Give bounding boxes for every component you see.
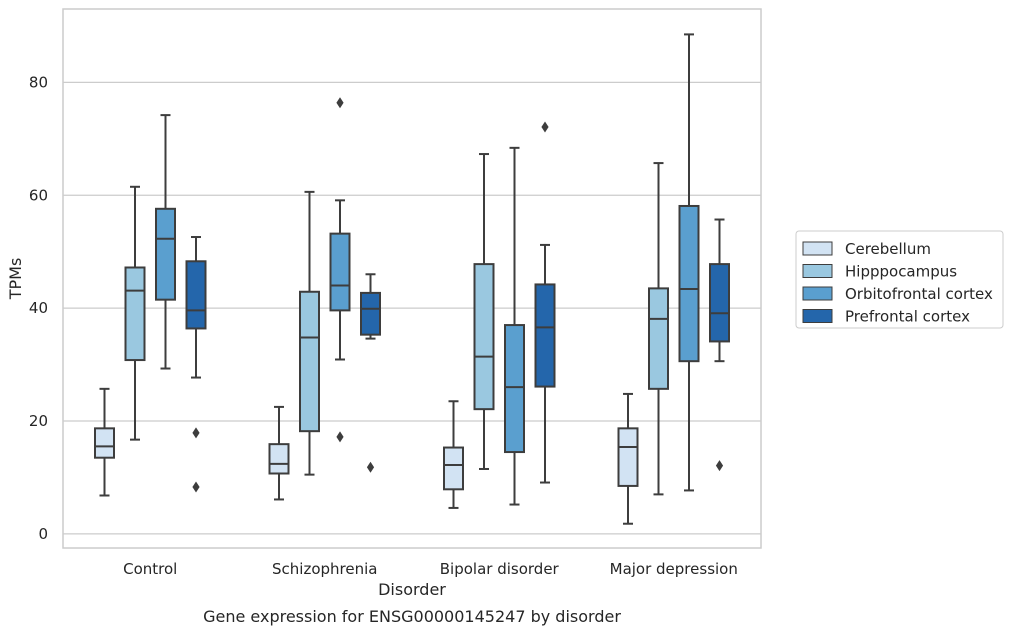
gridlines <box>63 81 761 535</box>
x-axis-label: Disorder <box>378 580 446 599</box>
boxes <box>94 33 730 525</box>
box-group <box>94 387 115 497</box>
box-iqr <box>329 232 351 312</box>
box-iqr <box>709 263 730 343</box>
box-iqr <box>94 427 115 459</box>
box-group <box>473 153 495 470</box>
y-tick-label: 80 <box>29 73 48 91</box>
y-tick-label: 20 <box>29 412 48 430</box>
box-group <box>155 114 176 370</box>
plot-area-frame <box>62 8 762 549</box>
box-group <box>443 400 464 509</box>
box-group <box>299 190 320 476</box>
y-tick-label: 0 <box>38 525 48 543</box>
legend-frame <box>795 230 1004 329</box>
box-group <box>678 33 700 492</box>
box-iqr <box>678 204 700 363</box>
box-iqr <box>473 263 495 411</box>
box-iqr <box>185 260 207 330</box>
box-group <box>268 405 290 501</box>
x-tick-label: Major depression <box>610 560 738 578</box>
legend-swatch <box>802 309 833 323</box>
outlier-point <box>715 460 724 472</box>
box-iqr <box>534 283 556 388</box>
legend-entry: Orbitofrontal cortex <box>845 285 993 303</box>
outlier-point <box>192 427 200 439</box>
legend-entry: Cerebellum <box>845 240 931 258</box>
y-tick-label: 60 <box>29 186 48 204</box>
y-axis-ticks: 0 20 40 60 80 <box>29 73 48 543</box>
y-axis-label: TPMs <box>6 258 25 301</box>
box-iqr <box>155 207 176 301</box>
box-group <box>504 146 525 506</box>
box-group <box>648 162 669 496</box>
outlier-point <box>336 431 344 443</box>
x-tick-label: Schizophrenia <box>272 560 377 578</box>
box-iqr <box>299 290 320 433</box>
legend: Cerebellum Hipppocampus Orbitofrontal cort… <box>795 230 1004 329</box>
legend-entry: Prefrontal cortex <box>845 308 970 326</box>
box-iqr <box>617 427 639 487</box>
box-iqr <box>504 324 525 454</box>
box-iqr <box>360 291 381 336</box>
outlier-point <box>541 121 549 133</box>
box-iqr <box>124 266 146 362</box>
box-group <box>124 185 146 441</box>
legend-swatch <box>802 286 833 301</box>
outlier-point <box>336 97 344 109</box>
box-group <box>329 97 351 443</box>
box-group <box>185 236 207 493</box>
box-group <box>617 392 639 525</box>
chart-caption: Gene expression for ENSG00000145247 by d… <box>203 607 621 626</box>
x-tick-label: Bipolar disorder <box>440 560 560 578</box>
box-group <box>534 121 556 484</box>
outlier-point <box>192 481 200 493</box>
x-axis-ticks: Control Schizophrenia Bipolar disorder Majo… <box>123 560 738 578</box>
box-iqr <box>648 287 669 390</box>
y-tick-label: 40 <box>29 299 48 317</box>
x-tick-label: Control <box>123 560 177 578</box>
box-group <box>709 218 730 472</box>
box-group <box>360 273 381 473</box>
legend-swatch <box>802 264 833 278</box>
legend-entry: Hipppocampus <box>845 263 957 281</box>
legend-swatch <box>802 241 833 256</box>
box-iqr <box>268 443 290 475</box>
box-iqr <box>443 446 464 491</box>
outlier-point <box>366 461 375 473</box>
